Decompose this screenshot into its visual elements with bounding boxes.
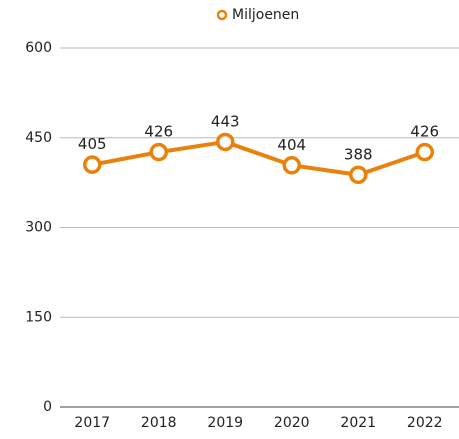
point (349, 165, 368, 185)
y-tick-label: 450 (25, 130, 52, 146)
data-label: 404 (277, 136, 306, 154)
point (83, 155, 102, 174)
x-tick-label: 2020 (274, 415, 310, 431)
y-tick-label: 150 (25, 309, 52, 325)
legend-marker (216, 9, 228, 21)
x-tick-label: 2021 (340, 415, 376, 431)
y-tick-label: 0 (43, 399, 52, 415)
data-label: 426 (144, 123, 173, 141)
y-tick-label: 300 (25, 220, 52, 236)
x-tick-label: 2017 (74, 415, 110, 431)
data-label: 388 (344, 145, 373, 163)
x-tick-label: 2022 (407, 415, 443, 431)
data-label: 405 (78, 135, 107, 153)
x-tick-label: 2018 (141, 415, 177, 431)
point (415, 142, 434, 162)
data-label: 443 (211, 112, 240, 130)
data-label: 426 (410, 123, 439, 141)
line (91, 139, 426, 177)
y-tick-label: 600 (25, 40, 52, 56)
point (282, 156, 301, 175)
point (149, 142, 168, 162)
legend-label: Miljoenen (232, 7, 299, 23)
x-tick-label: 2019 (207, 415, 243, 431)
point (216, 132, 235, 152)
